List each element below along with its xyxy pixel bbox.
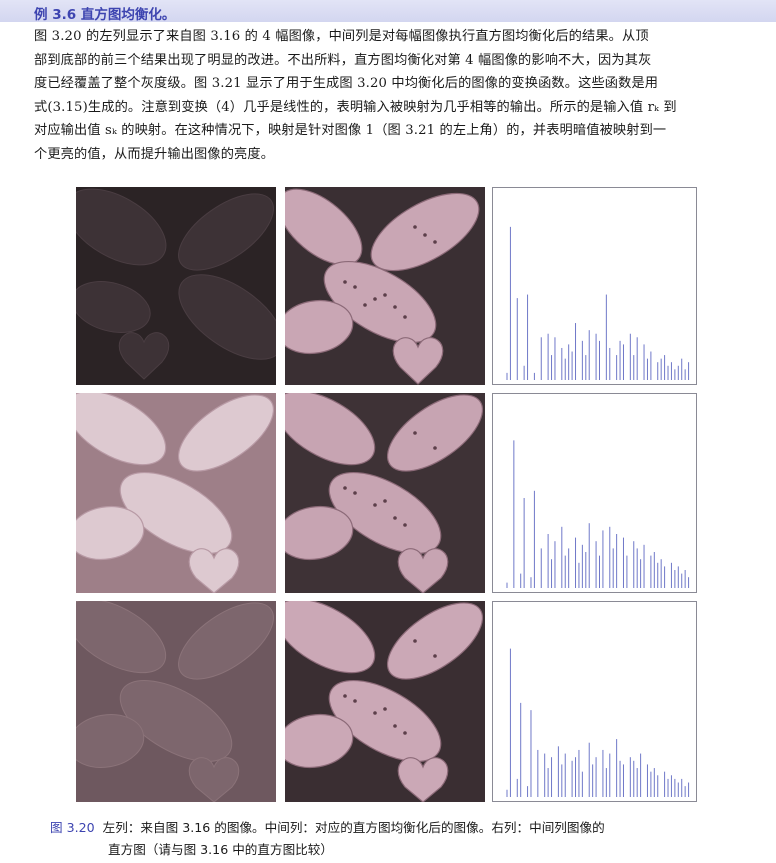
histogram-2: [492, 393, 697, 593]
body-line: 对应输出值 sₖ 的映射。在这种情况下，映射是针对图像 1（图 3.21 的左上…: [34, 123, 667, 139]
body-line: 度已经覆盖了整个灰度级。图 3.21 显示了用于生成图 3.20 中均衡化后的图…: [34, 76, 659, 92]
body-line: 部到底部的前三个结果出现了明显的改进。不出所料，直方图均衡化对第 4 幅图像的影…: [34, 52, 652, 68]
original-image-3: [76, 601, 276, 802]
caption-line-2: 直方图（请与图 3.16 中的直方图比较）: [108, 842, 333, 857]
histogram-3: [492, 601, 697, 802]
example-title: 例 3.6 直方图均衡化。: [34, 7, 176, 23]
body-line: 式(3.15)生成的。注意到变换（4）几乎是线性的，表明输入被映射为几乎相等的输…: [34, 99, 677, 115]
example-heading-bar: 例 3.6 直方图均衡化。: [0, 0, 776, 23]
body-line: 图 3.20 的左列显示了来自图 3.16 的 4 幅图像，中间列是对每幅图像执…: [34, 29, 649, 44]
figure-label: 图 3.20: [50, 820, 95, 835]
body-paragraph: 图 3.20 的左列显示了来自图 3.16 的 4 幅图像，中间列是对每幅图像执…: [34, 25, 770, 167]
equalized-image-1: [285, 187, 485, 385]
original-image-2: [76, 393, 276, 593]
body-line: 个更亮的值，从而提升输出图像的亮度。: [34, 146, 275, 162]
equalized-image-3: [285, 601, 485, 802]
caption-line-1: 左列：来自图 3.16 的图像。中间列：对应的直方图均衡化后的图像。右列：中间列…: [102, 820, 605, 835]
histogram-1: [492, 187, 697, 385]
figure-caption: 图 3.20 左列：来自图 3.16 的图像。中间列：对应的直方图均衡化后的图像。…: [50, 817, 750, 861]
equalized-image-2: [285, 393, 485, 593]
original-image-1: [76, 187, 276, 385]
